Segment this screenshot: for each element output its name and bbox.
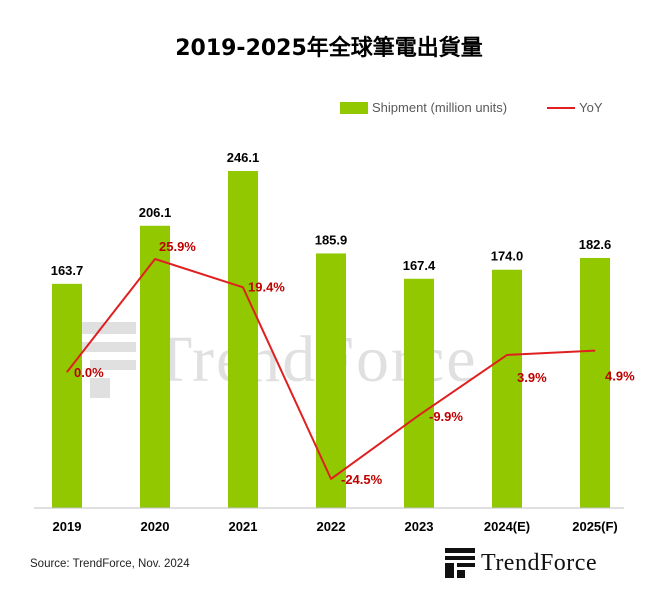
bar-value-label-2020: 206.1 (139, 205, 172, 220)
bar-value-label-2023: 167.4 (403, 258, 436, 273)
yoy-label-2021: 19.4% (248, 279, 285, 294)
footer-logo-text: TrendForce (481, 549, 598, 576)
x-tick-label-2023: 2023 (405, 519, 434, 534)
yoy-point-2024(E) (506, 354, 508, 356)
yoy-point-2020 (154, 258, 156, 260)
legend-swatch-line (547, 106, 576, 109)
bar-value-label-2019: 163.7 (51, 263, 84, 278)
footer-logo: TrendForce (445, 548, 597, 578)
x-tick-label-2021: 2021 (229, 519, 258, 534)
x-tick-label-2024(E): 2024(E) (484, 519, 530, 534)
bar-2025(F) (580, 257, 610, 508)
chart-title: 2019-2025年全球筆電出貨量 (175, 36, 483, 61)
bar-2019 (52, 283, 82, 508)
bar-value-label-2025(F): 182.6 (579, 237, 612, 252)
legend-item-shipment: Shipment (million units) (340, 100, 507, 115)
bar-value-label-2022: 185.9 (315, 232, 348, 247)
x-tick-label-2019: 2019 (53, 519, 82, 534)
bar-2022 (316, 253, 346, 508)
yoy-point-2023 (418, 414, 420, 416)
x-tick-label-2020: 2020 (141, 519, 170, 534)
yoy-point-2025(F) (594, 350, 596, 352)
legend-swatch-bar (340, 101, 368, 114)
x-tick-label-2022: 2022 (317, 519, 346, 534)
legend-item-yoy: YoY (547, 100, 603, 115)
yoy-label-2020: 25.9% (159, 239, 196, 254)
yoy-label-2023: -9.9% (429, 409, 463, 424)
bar-2024(E) (492, 269, 522, 508)
bar-2020 (140, 225, 170, 508)
bar-value-label-2024(E): 174.0 (491, 249, 524, 264)
bar-2021 (228, 171, 258, 508)
legend: Shipment (million units) YoY (340, 100, 643, 115)
yoy-point-2021 (242, 286, 244, 288)
bar-2023 (404, 278, 434, 508)
yoy-point-2022 (330, 478, 332, 480)
yoy-label-2024(E): 3.9% (517, 370, 547, 385)
source-note: Source: TrendForce, Nov. 2024 (30, 558, 190, 570)
legend-label-yoy: YoY (579, 100, 603, 115)
x-tick-label-2025(F): 2025(F) (572, 519, 618, 534)
yoy-label-2019: 0.0% (74, 365, 104, 380)
trendforce-logo-icon (445, 548, 475, 578)
yoy-point-2019 (66, 371, 68, 373)
yoy-label-2025(F): 4.9% (605, 369, 635, 384)
yoy-label-2022: -24.5% (341, 472, 383, 487)
legend-label-shipment: Shipment (million units) (372, 100, 508, 115)
bar-value-label-2021: 246.1 (227, 150, 260, 165)
